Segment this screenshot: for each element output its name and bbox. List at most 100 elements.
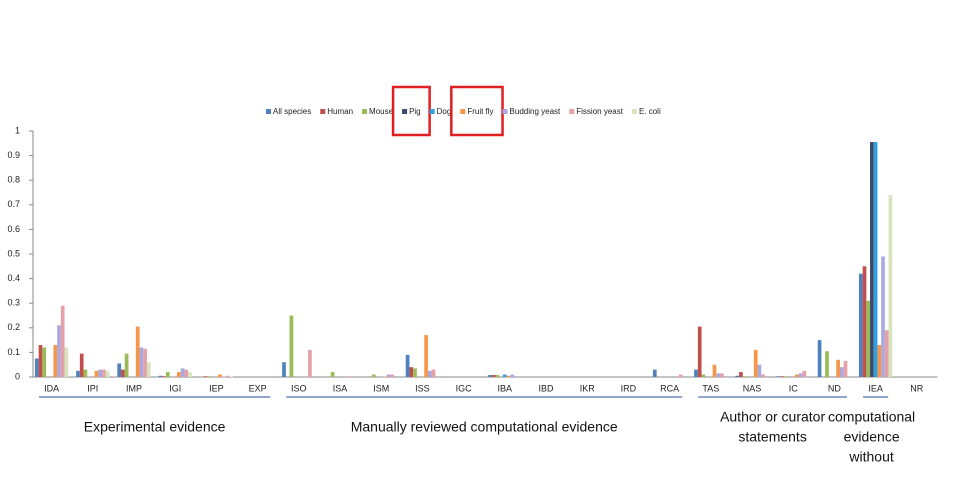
x-tick-label: IMP	[126, 383, 142, 393]
x-tick-label: ISA	[333, 383, 348, 393]
bar	[866, 300, 871, 377]
bar	[42, 347, 47, 377]
bar	[701, 374, 706, 377]
x-tick-label: ISM	[373, 383, 389, 393]
bar	[53, 345, 58, 377]
legend-label: Pig	[409, 107, 421, 116]
legend-label: Dog	[437, 107, 452, 116]
bar	[839, 367, 844, 377]
bar	[780, 376, 784, 377]
bar	[177, 372, 181, 377]
y-tick-label: 0.8	[7, 175, 20, 185]
bar	[102, 369, 106, 377]
legend-label: Fruit fly	[467, 107, 493, 116]
bar	[739, 372, 743, 377]
bar	[282, 362, 286, 377]
bar	[694, 369, 698, 377]
legend-swatch	[266, 109, 271, 114]
bar	[873, 142, 878, 377]
bar	[405, 354, 410, 377]
bar	[488, 375, 492, 377]
bar	[678, 374, 683, 377]
x-tick-label: IDA	[44, 383, 59, 393]
group-label: computational	[828, 409, 915, 425]
bar	[716, 373, 721, 377]
bar	[712, 364, 717, 377]
bar	[76, 370, 80, 377]
legend-swatch	[429, 109, 435, 114]
bar	[409, 367, 414, 377]
y-tick-label: 1	[15, 125, 20, 135]
legend-label: Human	[327, 107, 353, 116]
group-label: statements	[738, 429, 806, 445]
y-tick-label: 0	[15, 371, 20, 381]
bar	[64, 347, 69, 377]
bar	[427, 370, 432, 377]
bar	[413, 368, 417, 377]
bar	[158, 375, 163, 377]
x-tick-label: IPI	[87, 383, 98, 393]
bar	[135, 326, 140, 377]
bar	[742, 376, 747, 377]
bar	[225, 375, 230, 377]
legend-label: Fission yeast	[576, 107, 623, 116]
x-tick-label: IGC	[456, 383, 473, 393]
bar	[117, 363, 122, 377]
bar	[510, 374, 515, 377]
bar	[371, 374, 376, 377]
bar	[184, 369, 189, 377]
x-tick-label: EXP	[249, 383, 267, 393]
bar	[720, 373, 724, 377]
legend-swatch	[402, 109, 408, 114]
bar	[881, 256, 885, 377]
bar	[146, 362, 151, 377]
x-tick-label: ND	[828, 383, 841, 393]
bar	[386, 374, 391, 377]
bar	[207, 376, 211, 377]
legend-label: Budding yeast	[510, 107, 561, 116]
bar	[888, 194, 893, 377]
bar	[289, 315, 294, 377]
y-tick-label: 0.7	[7, 199, 20, 209]
bar	[60, 305, 65, 377]
bar	[218, 374, 222, 377]
bar	[776, 376, 781, 377]
bar	[57, 325, 61, 377]
bar	[836, 359, 840, 377]
bar	[83, 369, 88, 377]
group-label: without	[848, 449, 893, 465]
bar	[34, 358, 39, 377]
group-label: Author or curator	[720, 409, 825, 425]
bar	[390, 374, 395, 377]
y-tick-label: 0.2	[7, 322, 20, 332]
y-tick-label: 0.4	[7, 273, 20, 283]
x-tick-label: IBD	[538, 383, 554, 393]
bar	[180, 368, 185, 377]
bar	[884, 330, 889, 377]
bar	[203, 376, 208, 377]
bar	[757, 364, 762, 377]
x-tick-label: IRD	[621, 383, 637, 393]
x-tick-label: IGI	[169, 383, 181, 393]
x-tick-label: IBA	[498, 383, 513, 393]
bar	[502, 374, 507, 377]
x-tick-label: IKR	[580, 383, 596, 393]
legend-swatch	[569, 109, 575, 114]
legend-swatch	[320, 109, 326, 114]
bar	[843, 361, 848, 377]
y-tick-label: 0.6	[7, 224, 20, 234]
y-tick-label: 0.3	[7, 298, 20, 308]
bar	[143, 348, 147, 377]
y-tick-label: 0.5	[7, 248, 20, 258]
y-tick-label: 0.9	[7, 150, 20, 160]
x-tick-label: IEA	[868, 383, 883, 393]
bar	[697, 326, 702, 377]
x-tick-label: ISS	[415, 383, 430, 393]
bar	[825, 351, 829, 377]
bar	[862, 266, 867, 377]
bar	[105, 370, 110, 377]
x-tick-label: IC	[789, 383, 799, 393]
bar	[38, 345, 43, 377]
bar	[121, 369, 125, 377]
